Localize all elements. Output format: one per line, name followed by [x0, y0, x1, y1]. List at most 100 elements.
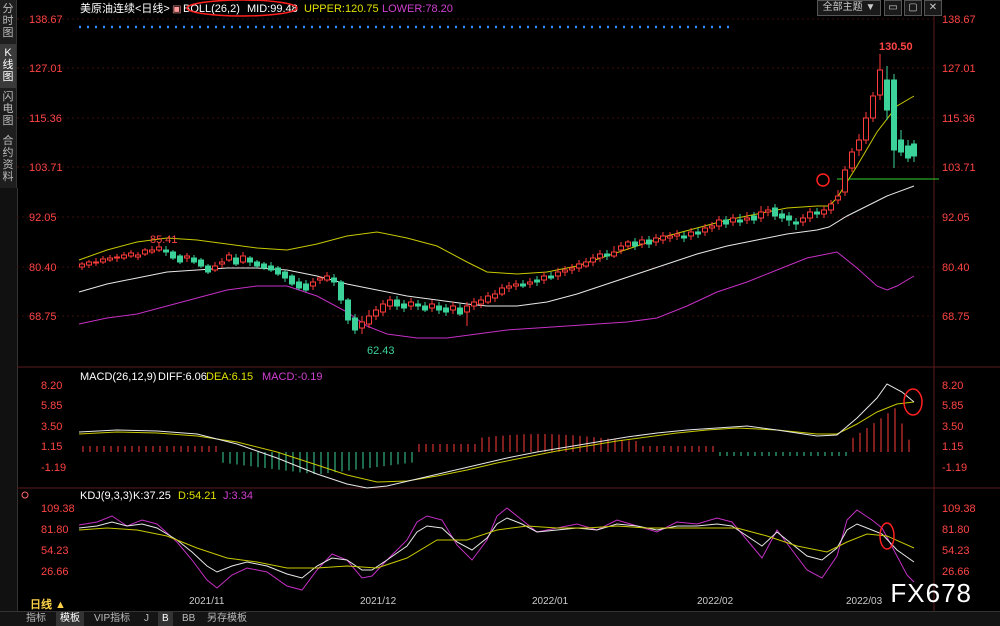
- boll-mid-line: [78, 185, 915, 307]
- candle-body: [296, 281, 302, 289]
- tab-vip-indicator[interactable]: VIP指标: [94, 613, 131, 624]
- watermark: FX678: [890, 578, 972, 608]
- candle-body: [135, 254, 141, 258]
- candle-body: [450, 305, 456, 311]
- candle-body: [583, 261, 589, 267]
- candle-body: [352, 317, 358, 331]
- candle-body: [779, 213, 785, 219]
- candle-body: [541, 275, 547, 281]
- tab-contract-info[interactable]: 合约资料: [0, 132, 17, 188]
- candle-body: [709, 225, 715, 229]
- candle-body: [345, 299, 351, 321]
- macd-tick: -1.19: [942, 462, 967, 474]
- tab-b[interactable]: B: [158, 612, 173, 626]
- pane-frame: [17, 0, 1000, 611]
- tab-j[interactable]: J: [144, 613, 149, 624]
- kdj-tick: 109.38: [942, 503, 976, 515]
- candle-body: [275, 267, 281, 275]
- candle-body: [758, 211, 764, 219]
- candle-body: [905, 145, 911, 159]
- kdj-axis: 109.38 81.80 54.23 26.66 109.38 81.80 54…: [41, 503, 976, 578]
- annotation-circle-boll: [186, 0, 298, 17]
- tab-bb[interactable]: BB: [182, 613, 196, 624]
- price-axis: 138.67 127.01 115.36 103.71 92.05 80.40 …: [29, 14, 976, 323]
- price-tick: 92.05: [942, 212, 970, 224]
- boll-mid: MID:99.48: [247, 3, 298, 15]
- candle-body: [163, 249, 169, 253]
- chart-area[interactable]: 美原油连续<日线> ▣ BOLL(26,2) MID:99.48 UPPER:1…: [17, 0, 1000, 611]
- kdj-j: J:3.34: [223, 490, 253, 502]
- theme-selector-label: 全部主题: [822, 2, 863, 13]
- candle-body: [233, 257, 239, 265]
- macd-axis: 8.20 5.85 3.50 1.15 -1.19 8.20 5.85 3.50…: [41, 380, 967, 474]
- kdj-tick: 109.38: [41, 503, 75, 515]
- price-tick: 138.67: [942, 14, 976, 26]
- theme-selector[interactable]: 全部主题 ▼: [817, 0, 881, 16]
- candle-body: [646, 239, 652, 245]
- price-tick: 103.71: [29, 162, 63, 174]
- candle-body: [688, 231, 694, 237]
- candle-body: [849, 151, 855, 169]
- maximize-button[interactable]: ▢: [904, 0, 922, 16]
- candle-body: [380, 303, 386, 313]
- candle-body: [597, 253, 603, 259]
- candle-body: [436, 305, 442, 311]
- tab-lightning[interactable]: 闪电图: [0, 88, 17, 132]
- tab-kline[interactable]: K线图: [0, 44, 17, 88]
- price-tick: 92.05: [29, 212, 57, 224]
- candle-body: [737, 219, 743, 223]
- price-tick: 115.36: [29, 113, 62, 125]
- macd-label: MACD(26,12,9): [80, 371, 156, 383]
- macd-diff: DIFF:6.06: [158, 371, 207, 383]
- settings-icon[interactable]: ▣: [172, 4, 181, 15]
- tab-indicator[interactable]: 指标: [26, 613, 46, 624]
- candle-body: [695, 231, 701, 235]
- period-selector[interactable]: 日线 ▲: [30, 599, 66, 611]
- close-button[interactable]: ✕: [924, 0, 942, 16]
- candle-body: [562, 269, 568, 273]
- macd-tick: 8.20: [942, 380, 963, 392]
- candle-body: [611, 251, 617, 257]
- candle-body: [226, 254, 232, 261]
- candle-body: [310, 281, 316, 287]
- price-grid: [17, 18, 934, 317]
- candle-body: [261, 263, 267, 269]
- candle-body: [723, 219, 729, 225]
- boll-lower-line: [78, 251, 915, 339]
- candle-body: [772, 207, 778, 217]
- candle-body: [128, 252, 134, 257]
- tab-template[interactable]: 模板: [56, 612, 84, 626]
- candle-body: [268, 265, 274, 271]
- macd-tick: 5.85: [41, 400, 62, 412]
- kdj-settings-icon[interactable]: [21, 491, 29, 499]
- candle-body: [898, 139, 904, 153]
- candle-body: [156, 246, 162, 251]
- candle-body: [856, 139, 862, 151]
- chart-title: 美原油连续<日线>: [80, 1, 170, 15]
- candlesticks: [79, 54, 917, 334]
- candle-body: [660, 235, 666, 241]
- tab-save-template[interactable]: 另存模板: [207, 613, 247, 624]
- kdj-tick: 81.80: [41, 524, 69, 536]
- candle-body: [744, 217, 750, 221]
- candle-body: [716, 219, 722, 227]
- candle-body: [877, 69, 883, 96]
- candle-body: [821, 209, 827, 215]
- candle-body: [492, 293, 498, 299]
- bottom-toolbar: 指标 模板 VIP指标 J B BB 另存模板: [0, 611, 1000, 626]
- candle-body: [891, 79, 897, 151]
- macd-tick: 1.15: [942, 441, 963, 453]
- candle-body: [751, 215, 757, 221]
- minimize-button[interactable]: ▭: [884, 0, 902, 16]
- tab-timeshare[interactable]: 分时图: [0, 0, 17, 44]
- kdj-tick: 26.66: [942, 566, 970, 578]
- candle-body: [555, 271, 561, 277]
- candle-body: [142, 249, 148, 255]
- candle-body: [485, 295, 491, 303]
- candle-body: [212, 265, 218, 271]
- kdj-j-line: [78, 507, 915, 591]
- candle-body: [471, 301, 477, 307]
- candle-body: [247, 257, 253, 263]
- candle-body: [429, 303, 435, 309]
- candle-body: [786, 215, 792, 221]
